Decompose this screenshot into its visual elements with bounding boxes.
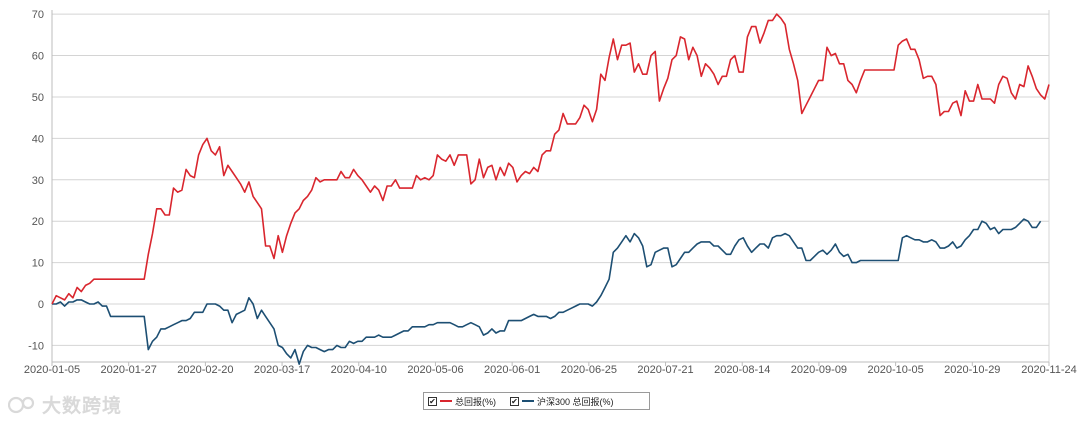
legend-swatch-total-return [440, 400, 452, 402]
y-tick-label: 60 [32, 51, 44, 63]
x-tick-label: 2020-06-25 [561, 364, 617, 376]
watermark-text: 大数跨境 [42, 396, 123, 417]
x-tick-label: 2020-04-10 [331, 364, 387, 376]
series-line-csi300-return [52, 218, 1042, 365]
x-tick-label: 2020-02-20 [177, 364, 233, 376]
x-tick-label: 2020-10-05 [867, 364, 923, 376]
y-tick-label: -10 [28, 340, 44, 352]
legend-swatch-csi300-return [522, 400, 534, 402]
series-line-total-return [51, 13, 1050, 305]
x-tick-label: 2020-08-14 [714, 364, 770, 376]
x-tick-label: 2020-06-01 [484, 364, 540, 376]
x-tick-label: 2020-03-17 [254, 364, 310, 376]
checkbox-icon[interactable]: ✔ [428, 396, 437, 406]
x-tick-label: 2020-01-05 [24, 364, 80, 376]
x-tick-label: 2020-05-06 [407, 364, 463, 376]
checkbox-icon[interactable]: ✔ [510, 396, 519, 406]
x-tick-label: 2020-11-24 [1021, 364, 1076, 376]
y-tick-label: 30 [32, 175, 44, 187]
y-tick-label: 10 [32, 258, 44, 270]
x-tick-label: 2020-07-21 [637, 364, 693, 376]
legend-item-csi300-return[interactable]: ✔ 沪深300 总回报(%) [510, 395, 614, 408]
legend-item-total-return[interactable]: ✔ 总回报(%) [428, 395, 496, 408]
chart-legend: ✔ 总回报(%) ✔ 沪深300 总回报(%) [423, 392, 650, 410]
x-tick-label: 2020-01-27 [101, 364, 157, 376]
watermark-logo-icon [8, 396, 35, 413]
x-tick-label: 2020-09-09 [791, 364, 847, 376]
x-tick-label: 2020-10-29 [944, 364, 1000, 376]
legend-label-csi300-return: 沪深300 总回报(%) [537, 396, 614, 407]
y-tick-label: 0 [38, 299, 44, 311]
y-tick-label: 20 [32, 216, 44, 228]
y-tick-label: 40 [32, 133, 44, 145]
legend-label-total-return: 总回报(%) [455, 396, 496, 407]
y-tick-label: 50 [32, 92, 44, 104]
y-tick-label: 70 [32, 9, 44, 21]
watermark: 大数跨境 [8, 391, 122, 418]
line-chart: -10 0 10 20 30 40 50 60 70 2020-01-05 2020-01-27 20… [24, 9, 1077, 376]
